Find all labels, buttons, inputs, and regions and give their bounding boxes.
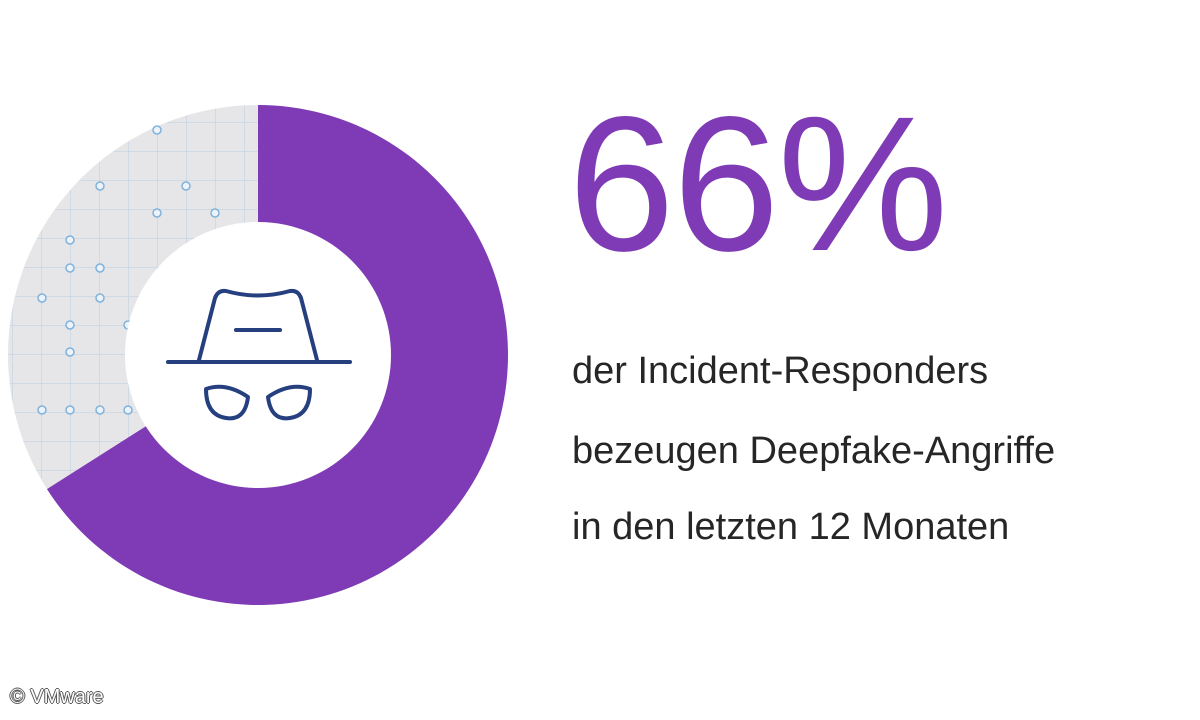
circuit-node bbox=[65, 235, 75, 245]
circuit-node bbox=[37, 405, 47, 415]
circuit-node bbox=[210, 208, 220, 218]
donut-chart bbox=[7, 105, 508, 605]
circuit-node bbox=[37, 293, 47, 303]
copyright-notice: © VMware bbox=[10, 686, 104, 708]
circuit-node bbox=[152, 208, 162, 218]
circuit-node bbox=[65, 263, 75, 273]
circuit-node bbox=[152, 125, 162, 135]
circuit-node bbox=[181, 181, 191, 191]
spy-incognito-icon bbox=[166, 288, 352, 421]
circuit-node bbox=[123, 405, 133, 415]
percentage-value: 66% bbox=[568, 76, 948, 291]
donut-hole bbox=[125, 222, 391, 488]
circuit-node bbox=[95, 293, 105, 303]
description-line-2: bezeugen Deepfake-Angriffe bbox=[572, 430, 1056, 472]
circuit-node bbox=[95, 263, 105, 273]
circuit-node bbox=[65, 320, 75, 330]
circuit-node bbox=[95, 405, 105, 415]
description-line-3: in den letzten 12 Monaten bbox=[572, 506, 1010, 548]
circuit-node bbox=[65, 347, 75, 357]
circuit-node bbox=[95, 181, 105, 191]
description-line-1: der Incident-Responders bbox=[572, 350, 989, 392]
circuit-node bbox=[65, 405, 75, 415]
